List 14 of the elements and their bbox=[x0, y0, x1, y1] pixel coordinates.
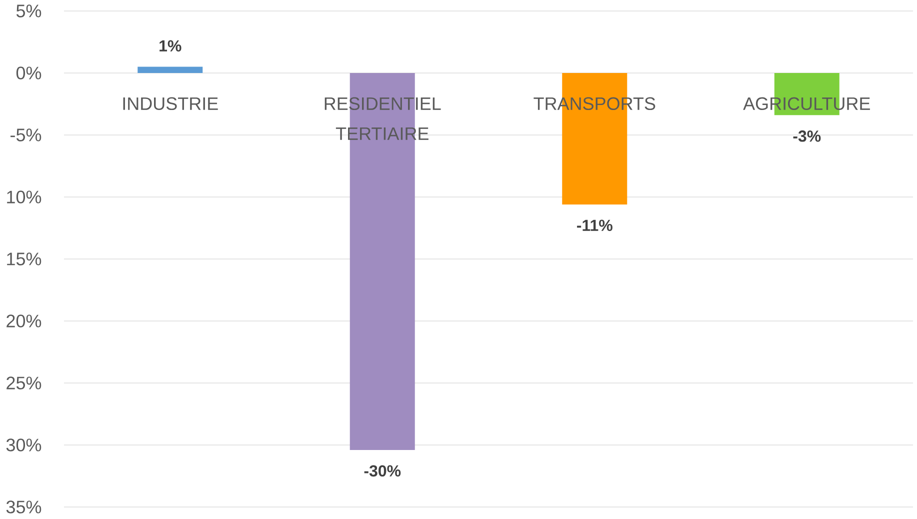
y-tick-label: 30% bbox=[6, 438, 42, 452]
y-tick-label: 0% bbox=[16, 66, 42, 80]
y-tick-label: -5% bbox=[10, 128, 42, 142]
y-tick-label: 35% bbox=[6, 500, 42, 514]
data-label: 1% bbox=[160, 40, 182, 52]
y-tick-label: 15% bbox=[7, 252, 42, 266]
data-label: -3% bbox=[793, 130, 821, 142]
data-label: -11% bbox=[577, 220, 612, 231]
y-tick-label: 20% bbox=[6, 314, 42, 328]
y-tick-label: 10% bbox=[7, 190, 42, 204]
x-tick-label: INDUSTRIE bbox=[123, 97, 218, 110]
y-tick-label: 5% bbox=[16, 4, 42, 18]
y-tick-label: 25% bbox=[6, 376, 42, 390]
data-label: -30% bbox=[364, 465, 401, 477]
